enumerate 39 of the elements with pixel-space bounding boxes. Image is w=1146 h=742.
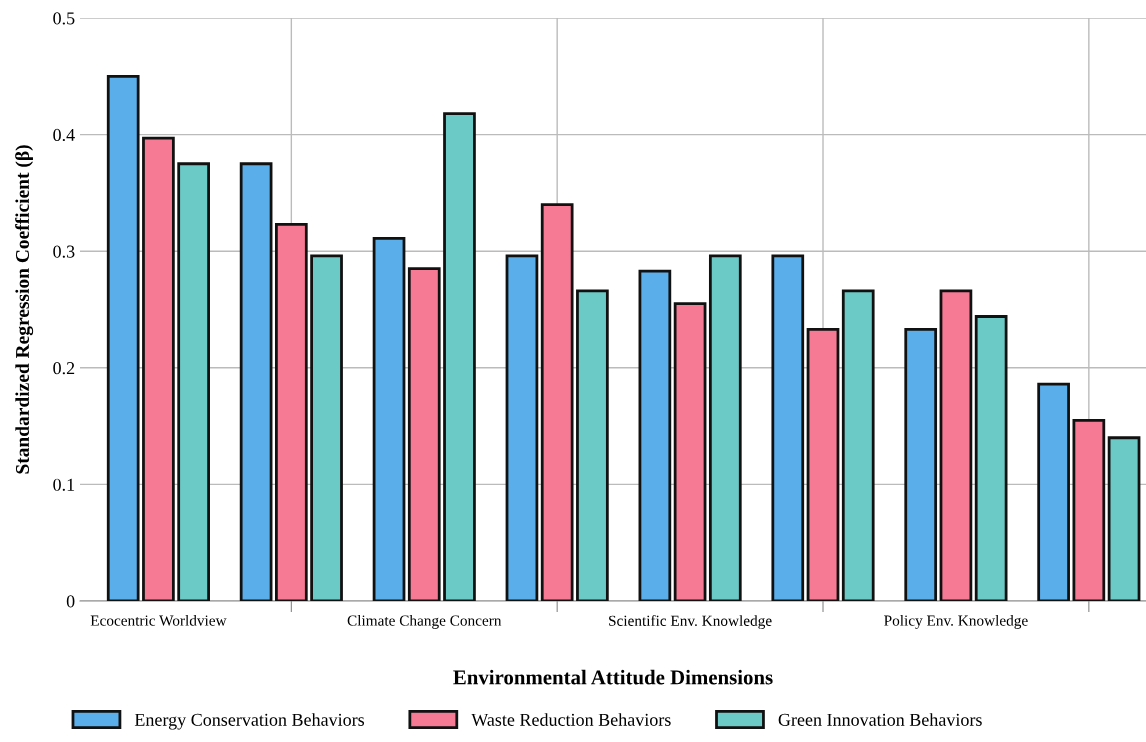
y-tick-label: 0.1 [53, 478, 75, 491]
x-tick-label: Scientific Env. Knowledge [609, 614, 772, 630]
bar [904, 327, 938, 601]
y-tick-label: 0.2 [53, 362, 75, 375]
bar [673, 302, 707, 601]
x-axis-title: Environmental Attitude Dimensions [453, 669, 773, 685]
bar [540, 203, 574, 601]
bar [841, 289, 875, 601]
x-tick-label: Policy Env. Knowledge [884, 614, 1028, 629]
y-tick-label: 0.4 [53, 128, 75, 142]
bar [576, 289, 609, 601]
bar [239, 162, 273, 601]
bar [1037, 382, 1070, 601]
bar [310, 254, 343, 601]
bar [939, 289, 973, 601]
bar [407, 267, 441, 601]
bar [806, 327, 840, 601]
y-tick-label: 0.3 [53, 245, 75, 258]
bar [771, 254, 805, 601]
x-tick-label: Ecocentric Worldview [90, 614, 227, 626]
bar [177, 162, 210, 601]
bar [443, 112, 476, 601]
bar [974, 315, 1008, 601]
legend-label: Waste Reduction Behaviors [471, 713, 671, 726]
bar [708, 254, 742, 601]
x-tick-label: Climate Change Concern [347, 614, 502, 629]
bar [505, 254, 539, 601]
y-axis-title: Standardized Regression Coefficient (β) [15, 145, 34, 474]
legend-label: Energy Conservation Behaviors [134, 713, 365, 730]
y-tick-label: 0.5 [53, 12, 75, 25]
bar [372, 236, 406, 601]
bar [142, 136, 175, 601]
bar [275, 222, 308, 601]
bar [106, 74, 140, 601]
y-tick-label: 0 [66, 595, 75, 608]
bar [638, 269, 672, 601]
legend-label: Green Innovation Behaviors [778, 713, 982, 726]
bar [1107, 436, 1141, 601]
bar [1072, 418, 1106, 601]
